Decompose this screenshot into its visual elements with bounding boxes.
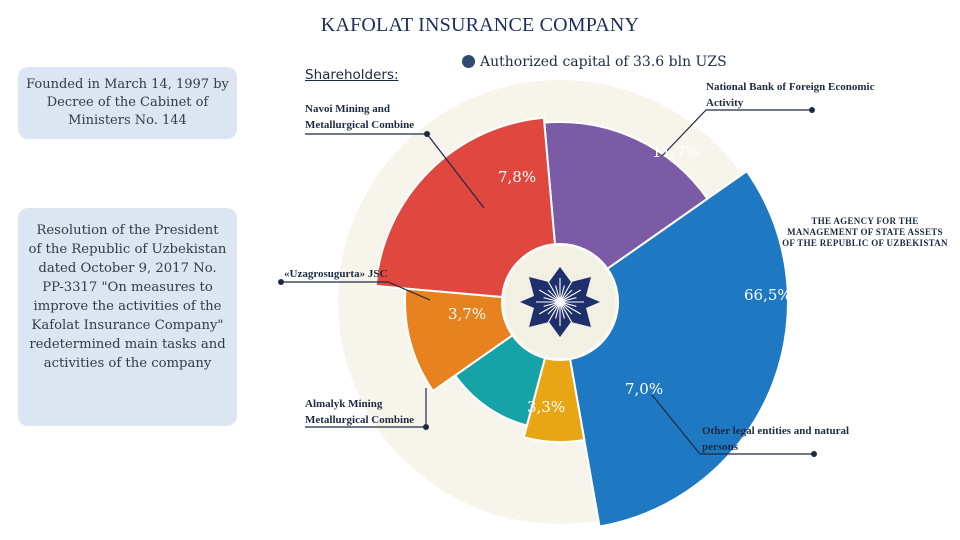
pie-value-label-uzagro: 3,7% bbox=[448, 305, 486, 323]
pie-slice-navoi bbox=[374, 116, 557, 299]
shareholders-heading: Shareholders: bbox=[305, 67, 399, 83]
pie-value-label-almalyk: 3,3% bbox=[527, 398, 565, 416]
page-title: KAFOLAT INSURANCE COMPANY bbox=[320, 14, 640, 36]
pie-value-label-nbu: 11,7% bbox=[652, 143, 700, 161]
leader-line-other bbox=[651, 394, 814, 455]
pie-slice-nbu bbox=[543, 121, 709, 271]
pie-value-label-agency: 66,5% bbox=[744, 286, 792, 304]
emblem-ray bbox=[555, 285, 560, 298]
label-agency: THE AGENCY FOR THE MANAGEMENT OF STATE A… bbox=[782, 216, 948, 248]
emblem-ray bbox=[538, 304, 556, 315]
emblem-ray bbox=[538, 289, 556, 300]
leader-dot-navoi bbox=[424, 131, 430, 137]
resolution-text: Resolution of the President of the Repub… bbox=[28, 223, 227, 371]
emblem-ray bbox=[547, 289, 557, 299]
emblem-ray bbox=[564, 289, 582, 300]
pie-value-label-navoi: 7,8% bbox=[498, 168, 536, 186]
label-other-entities: Other legal entities and natural persons bbox=[702, 425, 850, 453]
leader-dot-almalyk bbox=[423, 424, 429, 430]
emblem-ray bbox=[547, 280, 558, 298]
label-almalyk: Almalyk Mining Metallurgical Combine bbox=[305, 398, 415, 426]
star-emblem-icon bbox=[520, 267, 600, 337]
pie-slice-other bbox=[522, 356, 586, 443]
emblem-ray bbox=[564, 302, 577, 307]
pie-slice-almalyk bbox=[453, 333, 547, 427]
emblem-ray bbox=[555, 306, 560, 319]
emblem-ray bbox=[560, 285, 565, 298]
emblem-ray bbox=[543, 302, 556, 307]
emblem-ray bbox=[564, 297, 577, 302]
emblem-ray bbox=[563, 289, 573, 299]
emblem-ray bbox=[547, 305, 557, 315]
authorized-capital-label: Authorized capital of 33.6 bln UZS bbox=[480, 54, 727, 70]
emblem-ray bbox=[547, 306, 558, 324]
emblem-ray bbox=[562, 280, 573, 298]
founded-info-box: Founded in March 14, 1997 by Decree of t… bbox=[18, 67, 237, 139]
emblem-ray bbox=[560, 306, 565, 319]
emblem-ray bbox=[564, 304, 582, 315]
label-nbu: National Bank of Foreign Economic Activi… bbox=[706, 81, 875, 109]
leader-dot-other bbox=[811, 451, 817, 457]
emblem-ray bbox=[563, 305, 573, 315]
label-uzagrosugurta: «Uzagrosugurta» JSC bbox=[284, 268, 388, 280]
pie-value-label-other: 7,0% bbox=[625, 380, 663, 398]
resolution-info-box: Resolution of the President of the Repub… bbox=[18, 208, 237, 426]
pie-slice-agency bbox=[568, 169, 789, 528]
emblem-ray bbox=[562, 306, 573, 324]
bullet-dot-icon bbox=[462, 55, 475, 68]
pie-slice-uzagro bbox=[404, 287, 514, 393]
leader-dot-uzagro bbox=[278, 279, 284, 285]
emblem-ray bbox=[543, 297, 556, 302]
founded-text: Founded in March 14, 1997 by Decree of t… bbox=[26, 77, 229, 128]
label-navoi: Navoi Mining and Metallurgical Combine bbox=[305, 103, 415, 131]
leader-dot-nbu bbox=[809, 107, 815, 113]
leader-line-nbu bbox=[661, 109, 812, 157]
leader-line-uzagro bbox=[281, 281, 431, 301]
